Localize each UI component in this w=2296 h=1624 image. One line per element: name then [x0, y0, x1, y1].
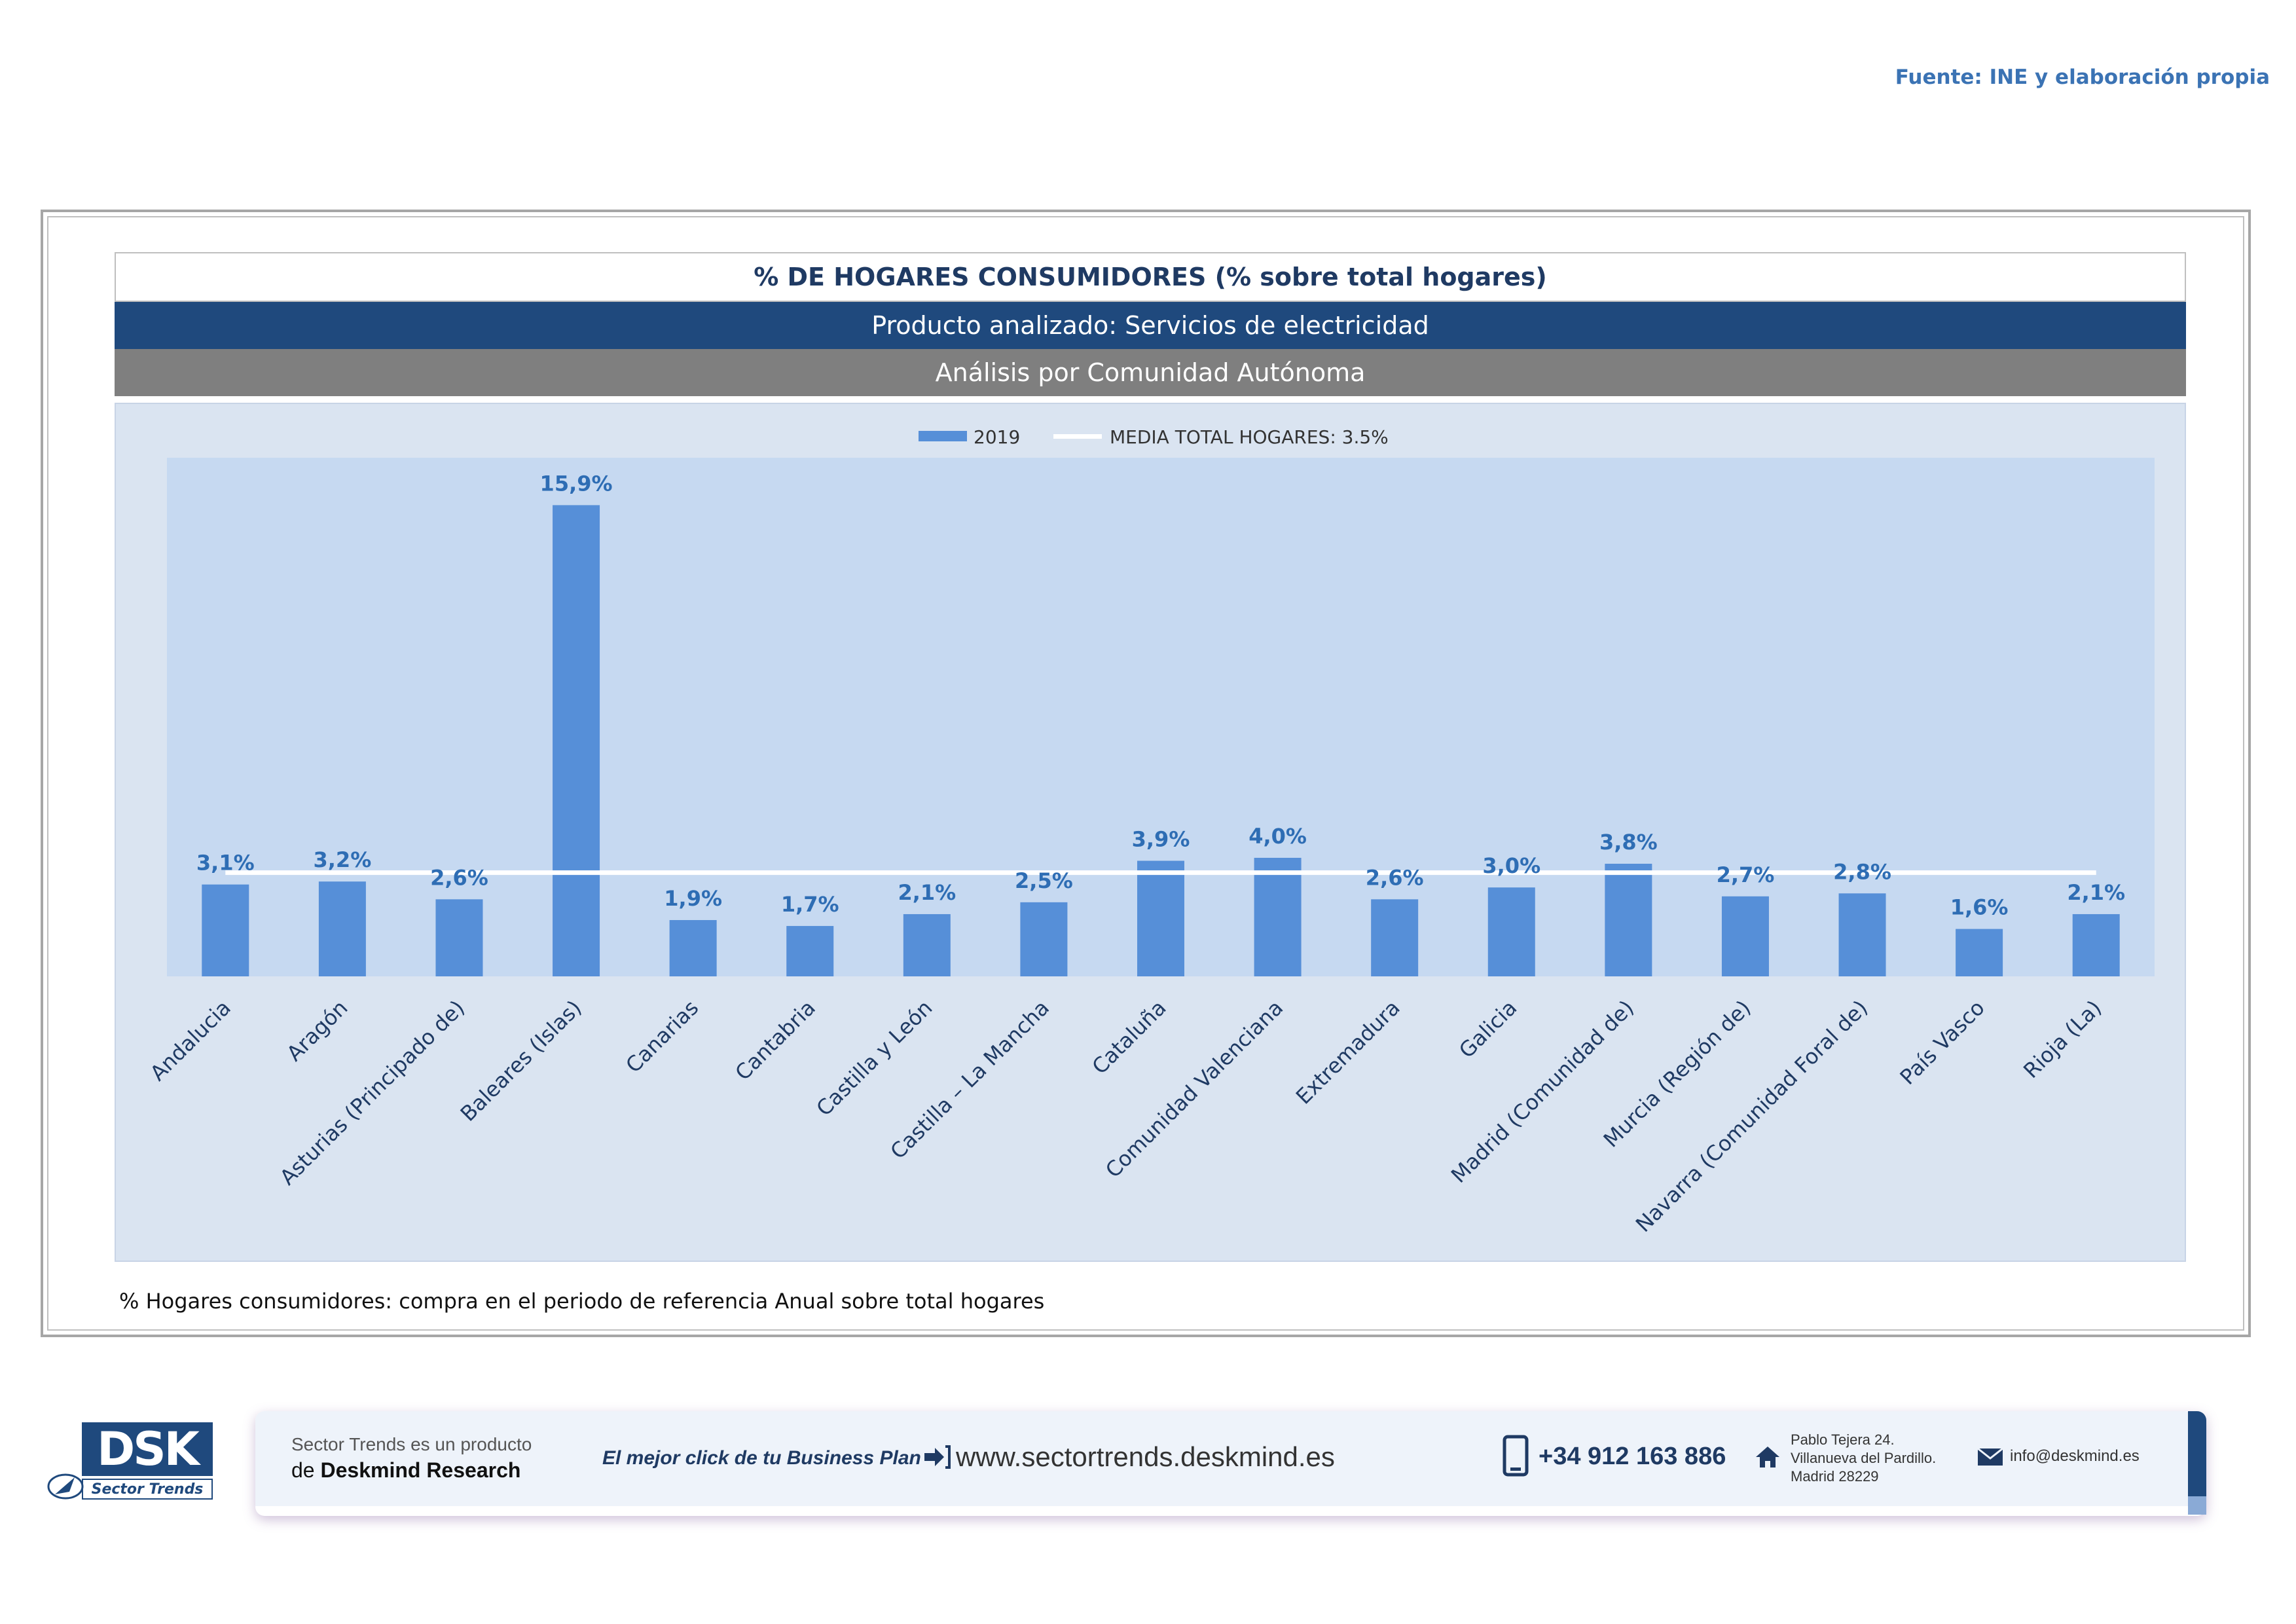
x-tick-label-4: Canarias	[621, 995, 703, 1078]
footer-banner-body	[255, 1411, 2193, 1506]
data-label-11: 3,0%	[1482, 853, 1540, 878]
page-title: % DE HOGARES CONSUMIDORES (% sobre total…	[115, 252, 2186, 302]
footer-banner-edge-light	[2188, 1496, 2206, 1515]
bar-11	[1487, 887, 1535, 976]
data-label-8: 3,9%	[1132, 826, 1190, 851]
address: Pablo Tejera 24. Villanueva del Pardillo…	[1791, 1431, 1936, 1486]
legend-label-average: MEDIA TOTAL HOGARES: 3.5%	[1110, 426, 1389, 448]
legend-label-bars: 2019	[974, 426, 1020, 448]
bar-8	[1137, 860, 1184, 976]
report-frame-inner	[47, 216, 2244, 1331]
x-tick-label-6: Castilla y León	[811, 995, 937, 1121]
bar-5	[786, 926, 834, 976]
brand-name: Deskmind Research	[320, 1458, 521, 1482]
logo-mark: DSK	[82, 1422, 213, 1476]
bar-2	[435, 899, 483, 976]
legend-swatch-average	[1053, 434, 1102, 439]
bars-group	[202, 505, 2120, 976]
data-label-2: 2,6%	[430, 865, 488, 890]
address-line-1: Pablo Tejera 24.	[1791, 1431, 1895, 1448]
data-label-4: 1,9%	[664, 886, 722, 911]
x-tick-label-11: Galicia	[1454, 995, 1522, 1063]
x-tick-label-16: Rioja (La)	[2018, 995, 2106, 1083]
bar-13	[1721, 896, 1769, 976]
analysis-band: Análisis por Comunidad Autónoma	[115, 349, 2186, 396]
data-labels-group: 3,1% 3,2% 2,6% 15,9% 1,9% 1,7% 2,1% 2,5% 3,9% 4,0…	[196, 471, 2125, 919]
x-tick-label-3: Baleares (Islas)	[456, 995, 587, 1126]
email-icon	[1977, 1448, 2003, 1466]
x-tick-label-15: País Vasco	[1895, 995, 1989, 1090]
data-label-10: 2,6%	[1366, 865, 1424, 890]
bar-14	[1838, 893, 1886, 976]
deskmind-logo: DSK Sector Trends	[46, 1422, 221, 1501]
footer-banner: Sector Trends es un producto de Deskmind…	[255, 1411, 2206, 1516]
chart-legend: 2019 MEDIA TOTAL HOGARES: 3.5%	[919, 426, 1389, 448]
logo-subtitle: Sector Trends	[82, 1479, 213, 1500]
data-label-12: 3,8%	[1599, 830, 1658, 855]
data-label-6: 2,1%	[898, 880, 956, 905]
x-tick-label-8: Cataluña	[1087, 995, 1171, 1079]
phone-icon	[1503, 1435, 1529, 1477]
data-label-14: 2,8%	[1833, 859, 1891, 884]
bar-4	[669, 920, 717, 976]
data-label-7: 2,5%	[1015, 868, 1073, 893]
arrow-into-bracket-icon	[924, 1445, 951, 1469]
address-line-2: Villanueva del Pardillo.	[1791, 1450, 1937, 1466]
footer-banner-edge	[2188, 1411, 2206, 1496]
data-label-0: 3,1%	[196, 851, 255, 876]
bar-10	[1371, 899, 1419, 976]
phone-number[interactable]: +34 912 163 886	[1539, 1443, 1726, 1470]
bar-7	[1020, 902, 1068, 976]
bar-1	[318, 881, 366, 976]
data-label-16: 2,1%	[2067, 880, 2125, 905]
x-tick-label-5: Cantabria	[730, 995, 820, 1085]
product-band: Producto analizado: Servicios de electri…	[115, 302, 2186, 349]
address-line-3: Madrid 28229	[1791, 1468, 1879, 1485]
x-tick-label-0: Andalucia	[145, 995, 236, 1086]
legend-swatch-bars	[919, 431, 967, 441]
home-icon	[1756, 1447, 1779, 1467]
x-tick-label-10: Extremadura	[1291, 995, 1405, 1109]
data-label-3: 15,9%	[540, 471, 613, 496]
x-tick-label-1: Aragón	[282, 995, 352, 1066]
brand-prefix: de	[291, 1458, 321, 1482]
chart-area: 2019 MEDIA TOTAL HOGARES: 3.5% 3,1% 3,2% 2…	[115, 403, 2186, 1262]
website-link[interactable]: www.sectortrends.deskmind.es	[956, 1441, 1335, 1472]
bar-chart: 2019 MEDIA TOTAL HOGARES: 3.5% 3,1% 3,2% 2…	[145, 426, 2155, 1237]
bar-6	[903, 913, 951, 976]
brand-line: de Deskmind Research	[291, 1458, 520, 1483]
source-note: Fuente: INE y elaboración propia	[1895, 65, 2270, 89]
data-label-1: 3,2%	[314, 847, 372, 872]
bar-15	[1956, 929, 2003, 976]
x-tick-label-14: Navarra (Comunidad Foral de)	[1631, 995, 1872, 1237]
email-link[interactable]: info@deskmind.es	[2010, 1447, 2140, 1465]
bar-9	[1254, 857, 1302, 976]
rocket-icon	[47, 1473, 84, 1500]
slogan: El mejor click de tu Business Plan	[602, 1447, 921, 1469]
data-label-5: 1,7%	[781, 892, 839, 917]
data-label-13: 2,7%	[1717, 862, 1775, 887]
bar-12	[1605, 864, 1652, 976]
bar-16	[2072, 913, 2120, 976]
data-label-15: 1,6%	[1950, 895, 2009, 920]
footnote: % Hogares consumidores: compra en el per…	[119, 1289, 1045, 1314]
bar-3	[553, 505, 600, 976]
product-line: Sector Trends es un producto	[291, 1434, 532, 1454]
bar-0	[202, 884, 249, 976]
x-tick-label-2: Asturias (Principado de)	[275, 995, 469, 1190]
data-label-9: 4,0%	[1248, 824, 1307, 849]
report-frame	[41, 210, 2251, 1337]
